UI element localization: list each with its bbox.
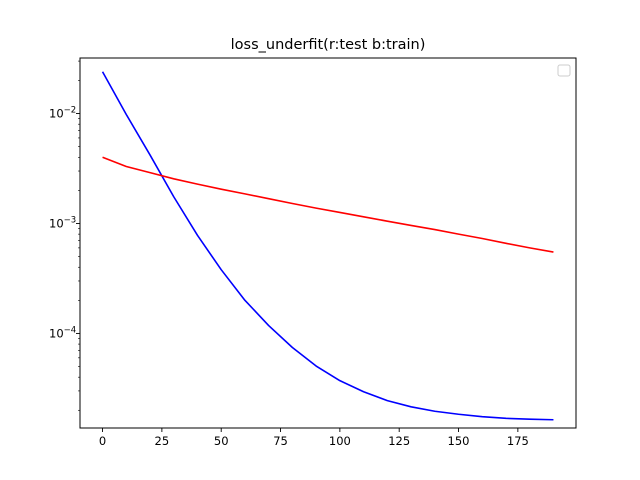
x-tick-label: 0 <box>99 434 106 448</box>
series-line-1 <box>102 156 554 253</box>
x-tick-label: 175 <box>507 434 529 448</box>
y-tick-base: 10 <box>49 216 64 230</box>
y-axis: 10−410−310−2 <box>49 60 80 411</box>
y-tick-base: 10 <box>49 107 64 121</box>
series-layer <box>101 71 554 421</box>
chart-title: loss_underfit(r:test b:train) <box>231 37 426 53</box>
y-tick-exponent: −3 <box>64 215 77 225</box>
y-tick-label: 10−4 <box>49 325 76 340</box>
plot-frame <box>79 57 577 429</box>
y-tick-label: 10−2 <box>49 106 76 121</box>
x-tick-label: 75 <box>273 434 288 448</box>
x-axis: 0 25 50 75 100 125 150 175 <box>99 428 529 448</box>
x-tick-label: 100 <box>329 434 351 448</box>
x-tick-label: 25 <box>155 434 170 448</box>
series-line-0 <box>101 71 554 421</box>
y-tick-exponent: −2 <box>64 106 77 116</box>
y-tick-base: 10 <box>49 326 64 340</box>
x-tick-label: 150 <box>448 434 470 448</box>
x-tick-label: 125 <box>388 434 410 448</box>
y-tick-exponent: −4 <box>64 325 77 335</box>
x-tick-label: 50 <box>214 434 229 448</box>
y-tick-label: 10−3 <box>49 215 76 230</box>
legend-box <box>557 64 571 77</box>
